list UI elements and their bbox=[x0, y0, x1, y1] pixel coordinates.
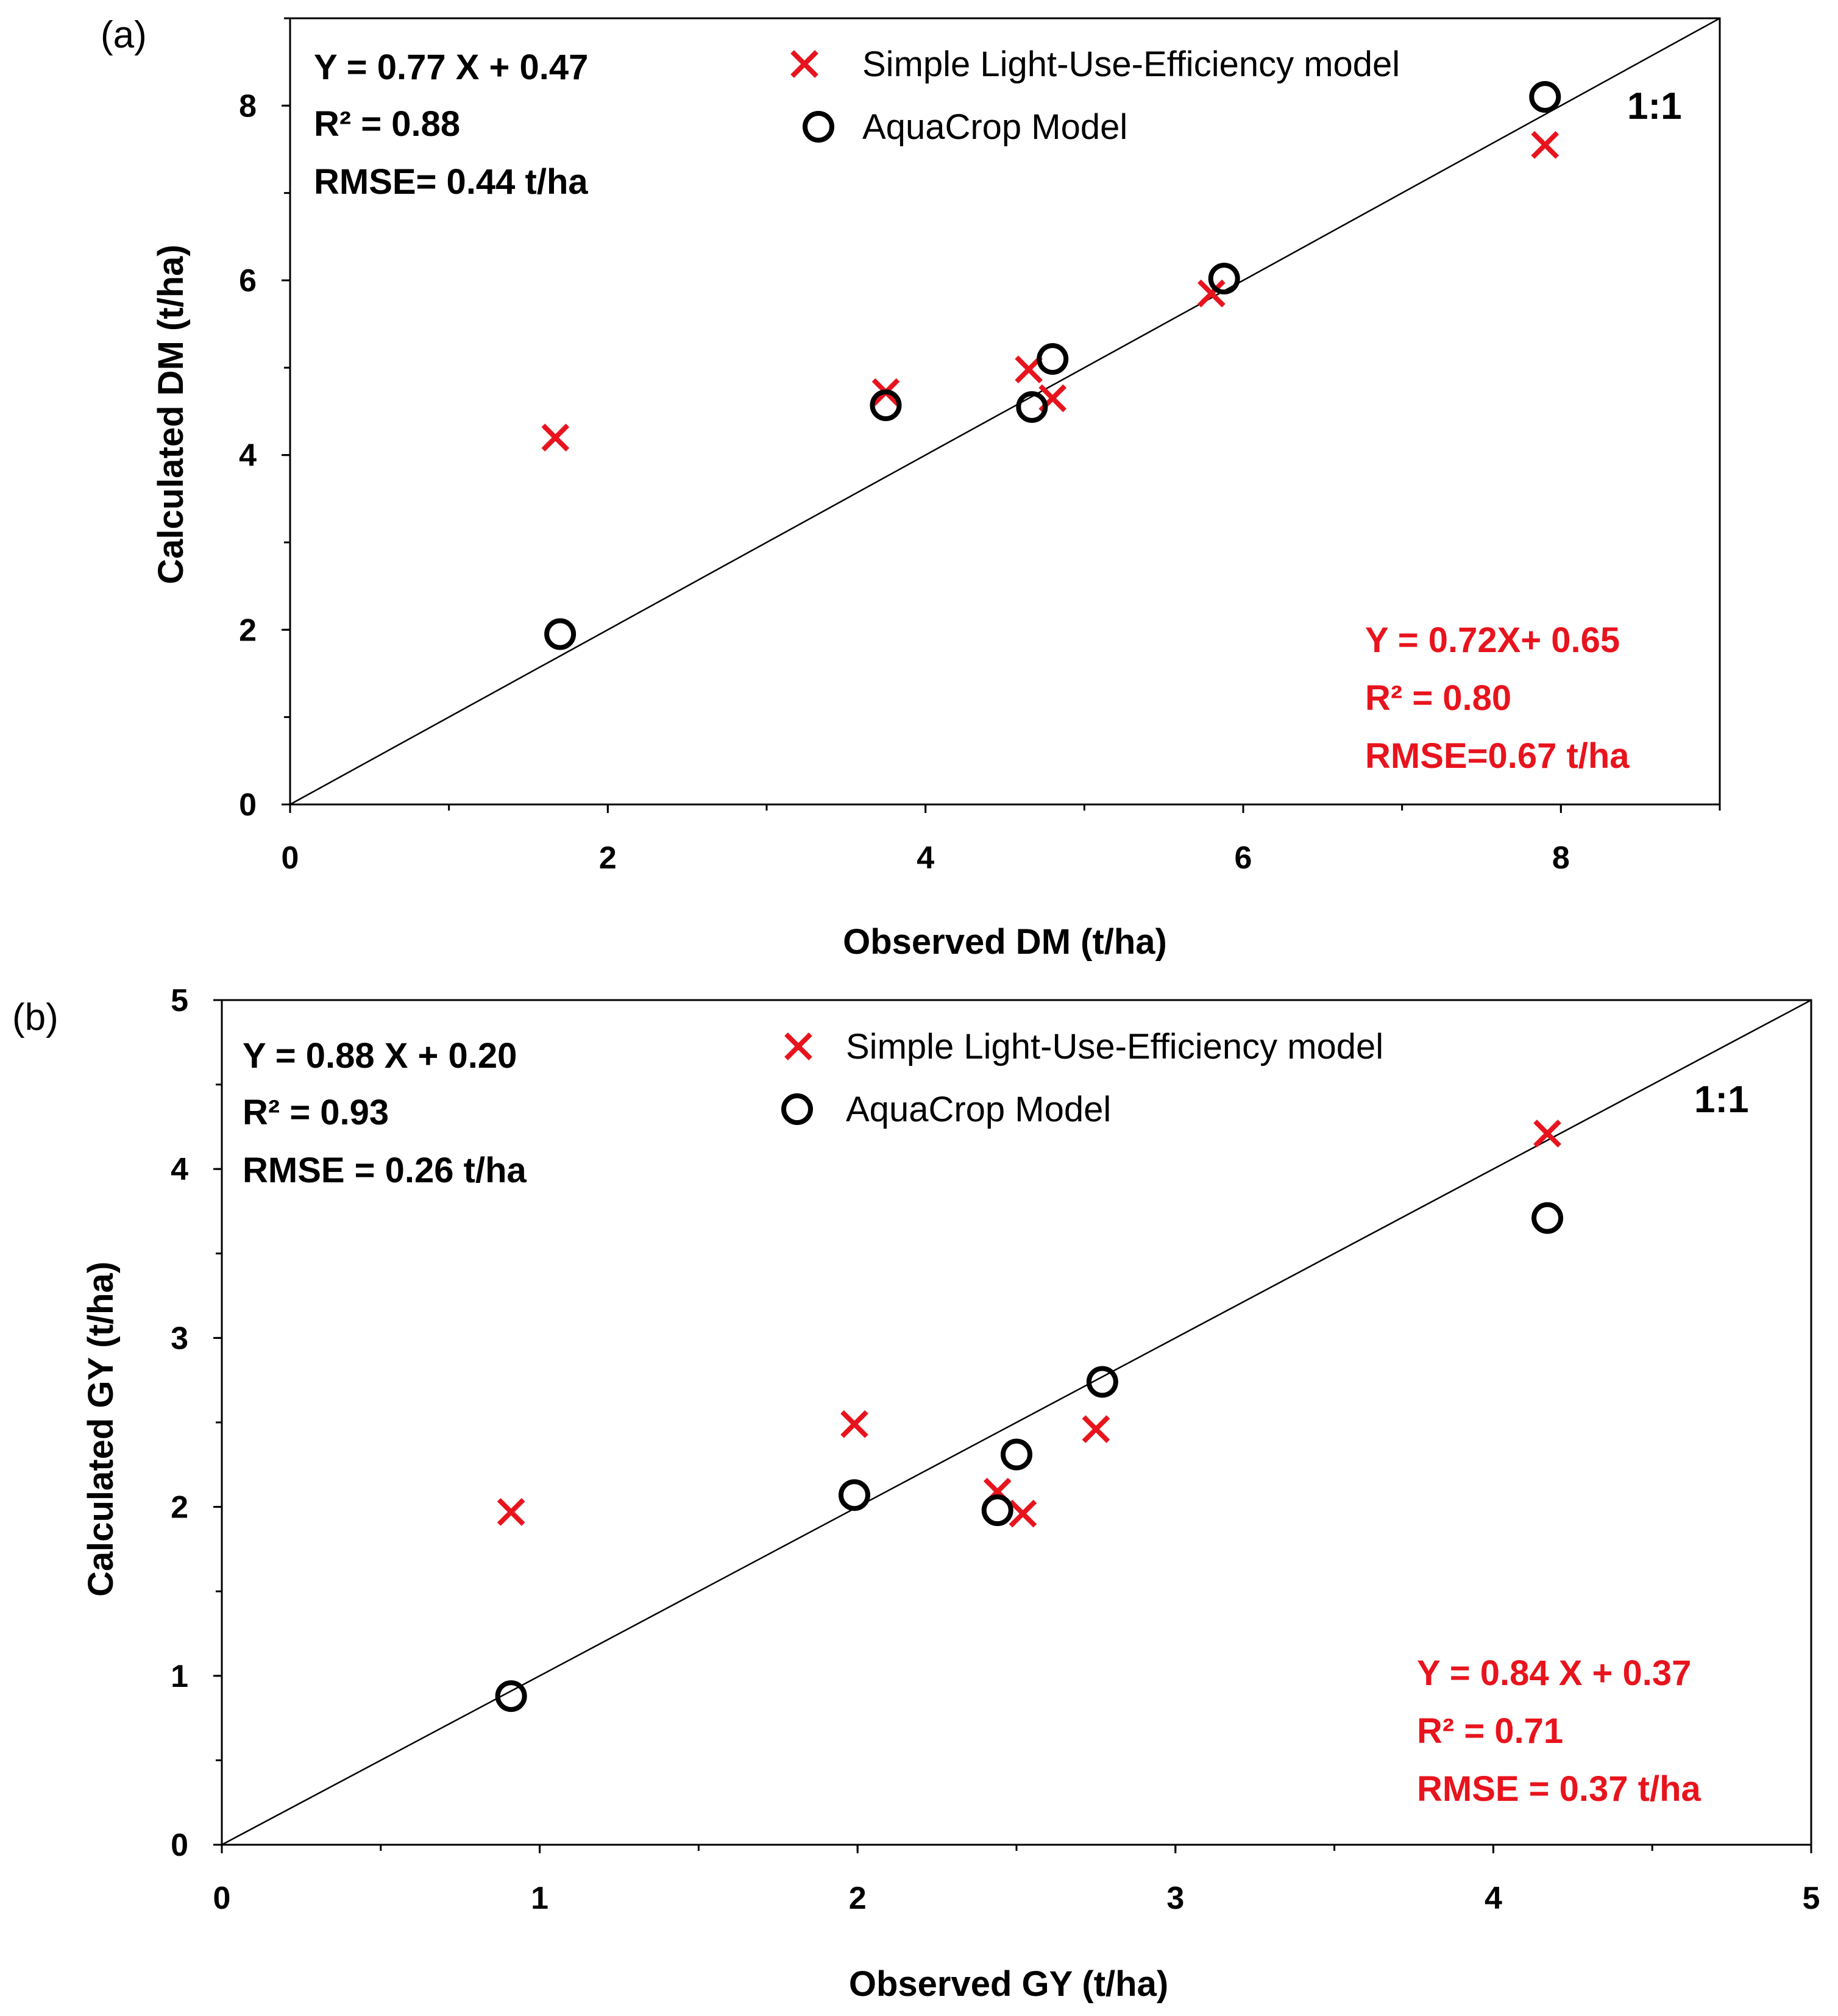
lue-point bbox=[1531, 131, 1559, 159]
legend-x-mark bbox=[790, 50, 818, 78]
y-tick-label: 2 bbox=[171, 1490, 188, 1525]
panel-a-marks bbox=[541, 81, 1561, 650]
lue-point bbox=[1198, 279, 1226, 308]
panel-a-ticks: 0 2 4 6 8 0 2 4 6 8 bbox=[239, 17, 1721, 876]
lue-point bbox=[1533, 1120, 1561, 1148]
lue-point bbox=[541, 424, 570, 452]
aquacrop-point bbox=[1001, 1438, 1032, 1471]
panel-b-rmse-black: RMSE = 0.26 t/ha bbox=[243, 1151, 527, 1190]
panel-a-r2-black: R² = 0.88 bbox=[314, 104, 460, 144]
panel-b-legend-circle-marker bbox=[781, 1093, 813, 1125]
panel-b-r2-black: R² = 0.93 bbox=[243, 1093, 389, 1132]
panel-a-label: (a) bbox=[101, 14, 147, 56]
aquacrop-point bbox=[838, 1479, 870, 1511]
panel-b-marks bbox=[495, 1120, 1564, 1713]
x-tick-label: 0 bbox=[282, 840, 299, 876]
panel-b-legend-aquacrop-label: AquaCrop Model bbox=[846, 1090, 1111, 1129]
y-tick-label: 5 bbox=[171, 983, 188, 1018]
aquacrop-point bbox=[1529, 81, 1561, 113]
panel-a-one-to-one-label: 1:1 bbox=[1627, 85, 1682, 127]
x-tick-label: 4 bbox=[1485, 1881, 1502, 1916]
legend-x-mark bbox=[784, 1032, 812, 1060]
x-tick-label: 2 bbox=[849, 1881, 867, 1916]
legend-circle-mark bbox=[803, 111, 834, 143]
aquacrop-point bbox=[1531, 1202, 1564, 1234]
x-tick-label: 5 bbox=[1803, 1881, 1820, 1916]
legend-circle-mark bbox=[781, 1093, 813, 1125]
aquacrop-point bbox=[495, 1680, 527, 1713]
x-tick-label: 1 bbox=[531, 1881, 548, 1916]
aquacrop-point bbox=[1086, 1366, 1118, 1398]
y-tick-label: 4 bbox=[171, 1152, 188, 1187]
x-tick-label: 0 bbox=[213, 1881, 231, 1916]
x-tick-label: 4 bbox=[917, 840, 934, 876]
aquacrop-point bbox=[544, 618, 577, 650]
panel-a-legend: Simple Light-Use-Efficiency model AquaCr… bbox=[790, 44, 1400, 147]
y-tick-label: 1 bbox=[171, 1659, 188, 1694]
panel-b-identity-line bbox=[221, 999, 1812, 1846]
panel-b-rmse-red: RMSE = 0.37 t/ha bbox=[1417, 1769, 1701, 1809]
y-tick-label: 3 bbox=[171, 1321, 188, 1356]
panel-b-one-to-one-label: 1:1 bbox=[1694, 1079, 1749, 1121]
y-tick-label: 2 bbox=[239, 612, 257, 648]
panel-a-legend-aquacrop-label: AquaCrop Model bbox=[862, 107, 1127, 147]
panel-a-fit-equation-black: Y = 0.77 X + 0.47 bbox=[314, 48, 588, 87]
panel-b-r2-red: R² = 0.71 bbox=[1417, 1711, 1563, 1751]
panel-b-legend-lue-label: Simple Light-Use-Efficiency model bbox=[846, 1027, 1383, 1067]
panel-a-plot-area bbox=[289, 17, 1721, 806]
panel-a-legend-x-marker bbox=[790, 50, 818, 78]
x-tick-label: 6 bbox=[1235, 840, 1252, 876]
panel-b-x-axis-title: Observed GY (t/ha) bbox=[849, 1964, 1168, 2004]
panel-a-y-axis-title: Calculated DM (t/ha) bbox=[151, 244, 191, 584]
panel-a-rmse-red: RMSE=0.67 t/ha bbox=[1365, 736, 1630, 776]
panel-a-r2-red: R² = 0.80 bbox=[1365, 678, 1511, 718]
panel-a-legend-circle-marker bbox=[803, 111, 834, 143]
panel-a-fit-equation-red: Y = 0.72X+ 0.65 bbox=[1365, 620, 1620, 660]
panel-b-chart: 0 1 2 3 4 5 0 1 2 3 4 5 (b) Observed GY (t/ha) Calc… bbox=[12, 983, 1820, 2004]
lue-point bbox=[1082, 1415, 1110, 1443]
panel-a-chart: 0 2 4 6 8 0 2 4 6 8 (a) Observed DM (t/ha) Calcul… bbox=[101, 14, 1721, 962]
y-tick-label: 0 bbox=[171, 1828, 188, 1863]
panel-b-legend: Simple Light-Use-Efficiency model AquaCr… bbox=[781, 1027, 1383, 1129]
x-tick-label: 3 bbox=[1166, 1881, 1184, 1916]
panel-b-fit-equation-black: Y = 0.88 X + 0.20 bbox=[243, 1036, 517, 1076]
panel-a-rmse-black: RMSE= 0.44 t/ha bbox=[314, 162, 588, 202]
aquacrop-point bbox=[870, 389, 902, 421]
panel-a-legend-lue-label: Simple Light-Use-Efficiency model bbox=[862, 44, 1400, 84]
lue-point bbox=[497, 1498, 525, 1526]
x-tick-label: 8 bbox=[1552, 840, 1570, 876]
y-tick-label: 4 bbox=[239, 438, 257, 474]
lue-point bbox=[1015, 355, 1043, 384]
panel-b-ticks: 0 1 2 3 4 5 0 1 2 3 4 5 bbox=[171, 983, 1820, 1916]
panel-b-y-axis-title: Calculated GY (t/ha) bbox=[81, 1262, 121, 1597]
aquacrop-point bbox=[1037, 343, 1069, 375]
panel-b-label: (b) bbox=[12, 996, 59, 1038]
x-tick-label: 2 bbox=[599, 840, 617, 876]
panel-b-fit-equation-red: Y = 0.84 X + 0.37 bbox=[1417, 1653, 1691, 1693]
aquacrop-point bbox=[981, 1494, 1013, 1527]
aquacrop-point bbox=[1208, 263, 1240, 295]
panel-a-identity-line bbox=[289, 17, 1720, 806]
aquacrop-point bbox=[1016, 391, 1048, 423]
y-tick-label: 6 bbox=[239, 263, 257, 299]
panel-b-legend-x-marker bbox=[784, 1032, 812, 1060]
y-tick-label: 8 bbox=[239, 88, 257, 124]
lue-point bbox=[840, 1410, 868, 1438]
lue-point bbox=[1009, 1499, 1037, 1528]
panel-a-x-axis-title: Observed DM (t/ha) bbox=[843, 922, 1167, 962]
y-tick-label: 0 bbox=[239, 787, 257, 823]
